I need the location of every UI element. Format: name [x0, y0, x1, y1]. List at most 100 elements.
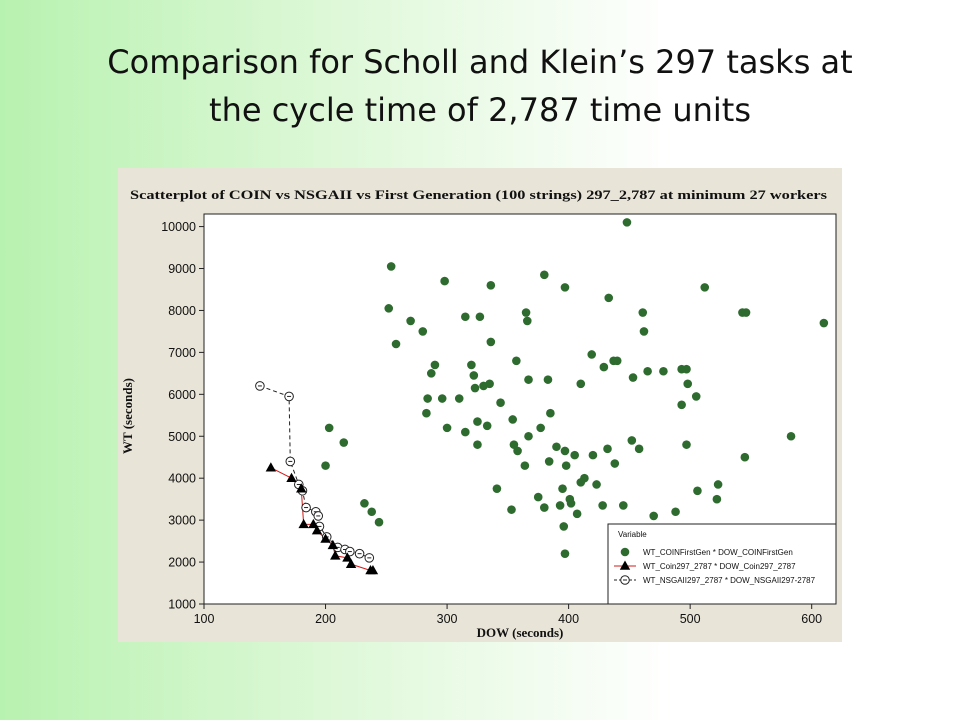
first-gen-point [558, 484, 567, 493]
first-gen-point [572, 509, 582, 519]
coin-point [308, 518, 319, 529]
first-gen-point [682, 364, 691, 374]
first-gen-point [430, 360, 440, 370]
first-gen-point [475, 312, 485, 322]
x-tick-label: 100 [194, 612, 215, 626]
first-gen-point [671, 507, 680, 517]
legend: Variable WT_COINFirstGen * DOW_COINFirstG… [607, 523, 837, 605]
legend-label: WT_NSGAII297_2787 * DOW_NSGAII297-2787 [643, 576, 816, 585]
chart-frame: Scatterplot of COIN vs NSGAII vs First G… [118, 168, 842, 642]
first-gen-point [508, 415, 518, 424]
first-gen-point [741, 308, 751, 317]
first-gen-point [683, 379, 693, 389]
legend-label: WT_COINFirstGen * DOW_COINFirstGen [643, 548, 793, 557]
nsga-point [354, 548, 365, 559]
first-gen-point [659, 366, 668, 376]
first-gen-point [520, 461, 530, 470]
first-gen-point [634, 444, 644, 454]
y-axis-title: WT (seconds) [120, 378, 135, 454]
first-gen-point [540, 503, 549, 512]
chart-title: Scatterplot of COIN vs NSGAII vs First G… [130, 187, 827, 202]
slide-title-line-1: Comparison for Scholl and Klein’s 297 ta… [107, 43, 853, 81]
first-gen-point [423, 394, 432, 403]
first-gen-point [543, 375, 553, 384]
first-gen-point [391, 339, 401, 349]
first-gen-point [713, 480, 723, 489]
first-gen-point [649, 511, 658, 521]
first-gen-point [437, 394, 447, 403]
x-tick-label: 300 [437, 612, 458, 626]
first-gen-point [440, 276, 449, 286]
coin-point [342, 552, 353, 562]
y-tick-label: 6000 [168, 388, 196, 402]
first-gen-point [367, 507, 377, 517]
first-gen-point [552, 442, 561, 452]
nsga-point [284, 391, 294, 402]
first-gen-point [638, 308, 648, 317]
first-gen-point [639, 327, 649, 336]
first-gen-point [622, 218, 632, 227]
nsga-point [285, 456, 296, 467]
first-gen-point [603, 444, 612, 454]
legend-marker [620, 575, 630, 585]
first-gen-point [486, 280, 496, 290]
legend-label: WT_Coin297_2787 * DOW_Coin297_2787 [643, 562, 796, 571]
first-gen-point [627, 436, 637, 445]
first-gen-point [418, 327, 428, 336]
coin-point [367, 564, 379, 575]
first-gen-point [643, 366, 652, 376]
x-tick-label: 400 [558, 612, 579, 626]
coin-point [286, 472, 297, 482]
y-tick-label: 4000 [168, 472, 196, 486]
first-gen-point [560, 549, 570, 558]
first-gen-point [555, 501, 565, 510]
first-gen-point [442, 423, 452, 433]
first-gen-point [570, 450, 579, 460]
first-gen-point [682, 440, 691, 449]
first-gen-point [492, 484, 502, 493]
first-gen-point [576, 478, 586, 487]
first-gen-point [406, 316, 415, 326]
first-gen-point [482, 421, 492, 431]
y-tick-label: 7000 [168, 346, 196, 360]
first-gen-point [461, 427, 470, 437]
first-gen-point [576, 379, 586, 389]
slide-title: Comparison for Scholl and Klein’s 297 ta… [0, 38, 960, 134]
y-tick-label: 10000 [161, 220, 196, 234]
first-gen-point [544, 457, 554, 466]
first-gen-point [619, 501, 628, 510]
first-gen-point [786, 431, 796, 441]
first-gen-point [536, 423, 545, 433]
y-tick-label: 9000 [168, 262, 196, 276]
nsga-point [301, 502, 311, 513]
first-gen-point [610, 459, 620, 468]
coin-point [296, 483, 307, 493]
first-gen-point [454, 394, 464, 403]
first-gen-point [604, 293, 614, 303]
legend-box [607, 523, 837, 605]
first-gen-point [507, 505, 516, 514]
y-tick-label: 2000 [168, 556, 196, 570]
y-tick-label: 3000 [168, 514, 196, 528]
y-tick-label: 8000 [168, 304, 196, 318]
x-tick-label: 500 [680, 612, 701, 626]
first-gen-point [486, 337, 496, 347]
first-gen-point [533, 492, 543, 502]
first-gen-point [521, 308, 531, 317]
y-tick-label: 5000 [168, 430, 196, 444]
first-gen-point [566, 499, 576, 508]
first-gen-point [339, 438, 349, 447]
coin-point [330, 550, 341, 560]
first-gen-point [540, 270, 549, 280]
first-gen-point [587, 350, 597, 359]
first-gen-point [473, 417, 482, 426]
first-gen-point [485, 379, 494, 389]
coin-point [327, 539, 339, 550]
first-gen-point [691, 392, 701, 401]
first-gen-point [740, 452, 750, 462]
first-gen-point [712, 494, 722, 504]
first-gen-point [422, 408, 431, 418]
first-gen-point [360, 499, 369, 508]
first-gen-point [560, 283, 570, 292]
x-tick-label: 600 [801, 612, 822, 626]
